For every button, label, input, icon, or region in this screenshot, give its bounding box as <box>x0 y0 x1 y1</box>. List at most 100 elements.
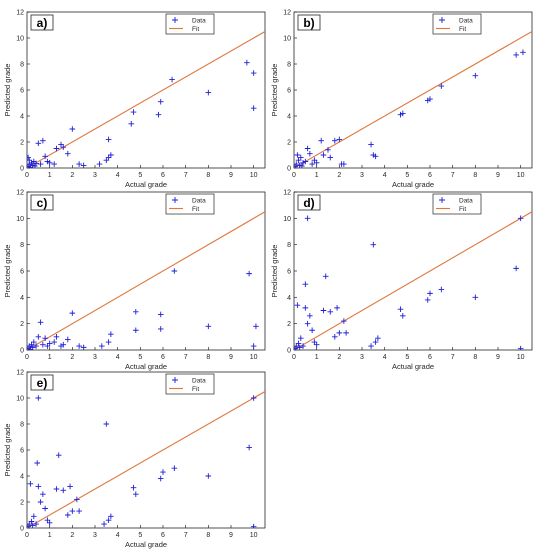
data-point <box>33 521 39 527</box>
data-point <box>304 145 311 152</box>
data-point <box>372 339 379 345</box>
x-tick-label: 3 <box>360 354 364 361</box>
data-point <box>35 483 42 490</box>
y-tick-label: 12 <box>283 10 291 17</box>
data-point <box>46 160 53 166</box>
data-point <box>438 286 445 293</box>
data-point <box>37 499 44 505</box>
legend-fit-label: Fit <box>459 206 466 213</box>
data-point <box>513 265 519 272</box>
data-point <box>53 334 60 340</box>
data-point <box>51 161 57 167</box>
data-point <box>343 330 349 336</box>
data-point <box>33 343 39 349</box>
y-tick-label: 8 <box>287 62 291 69</box>
data-point <box>29 522 36 528</box>
data-point <box>302 158 309 165</box>
data-point <box>294 302 301 309</box>
data-point <box>302 281 309 287</box>
data-point <box>304 320 311 327</box>
x-tick-label: 6 <box>428 172 432 179</box>
fit-line <box>27 31 265 168</box>
plot-frame <box>293 191 533 351</box>
data-point <box>27 523 31 528</box>
data-point <box>375 335 381 341</box>
legend-box <box>165 193 215 215</box>
data-point <box>37 319 44 326</box>
data-point <box>42 335 48 341</box>
data-point <box>51 339 57 345</box>
data-point <box>368 141 374 148</box>
x-tick-label: 7 <box>184 532 188 539</box>
y-tick-label: 0 <box>20 348 24 355</box>
y-tick-label: 0 <box>287 348 291 355</box>
legend-box <box>432 13 482 35</box>
legend-data-label: Data <box>192 198 206 205</box>
x-tick-label: 4 <box>383 354 387 361</box>
y-tick-label: 2 <box>287 321 291 328</box>
y-tick-label: 12 <box>283 190 291 197</box>
data-point <box>334 305 340 311</box>
data-point <box>244 59 250 66</box>
legend-fit-label: Fit <box>192 386 199 393</box>
data-point <box>105 136 112 143</box>
data-point <box>318 137 324 144</box>
data-point <box>517 345 524 350</box>
x-tick-label: 4 <box>116 354 120 361</box>
data-point <box>31 339 37 345</box>
x-tick-label: 3 <box>93 172 97 179</box>
data-point <box>517 215 524 222</box>
y-axis-label: Predicted grade <box>270 64 279 117</box>
data-point <box>105 517 112 523</box>
x-tick-label: 7 <box>184 172 188 179</box>
data-point <box>69 126 76 132</box>
x-tick-label: 4 <box>116 172 120 179</box>
data-point <box>80 344 87 350</box>
y-tick-label: 0 <box>20 526 24 533</box>
data-point <box>250 343 257 349</box>
x-tick-label: 5 <box>138 532 142 539</box>
data-point <box>205 473 212 479</box>
data-point <box>128 121 135 127</box>
x-tick-label: 8 <box>473 354 477 361</box>
x-tick-label: 2 <box>337 172 341 179</box>
data-point <box>372 153 379 160</box>
y-axis-label: Predicted grade <box>3 245 12 298</box>
x-tick-label: 0 <box>292 354 296 361</box>
data-point <box>46 520 53 526</box>
x-tick-label: 7 <box>184 354 188 361</box>
data-point <box>520 49 526 56</box>
legend-data-label: Data <box>459 198 473 205</box>
data-point <box>96 161 103 167</box>
plot-area <box>27 31 265 168</box>
data-point <box>80 162 87 168</box>
y-tick-label: 6 <box>287 269 291 276</box>
x-tick-label: 5 <box>138 172 142 179</box>
panel-label: c) <box>37 196 48 210</box>
y-tick-label: 6 <box>20 448 24 455</box>
data-point <box>427 290 433 297</box>
x-tick-label: 9 <box>229 532 233 539</box>
y-tick-label: 2 <box>20 321 24 328</box>
x-tick-label: 3 <box>93 354 97 361</box>
x-tick-label: 10 <box>517 354 525 361</box>
data-point <box>250 395 257 401</box>
panel-label-box <box>297 194 321 211</box>
data-point <box>160 469 166 475</box>
data-point <box>472 294 479 301</box>
data-point <box>370 241 377 248</box>
data-point <box>65 150 71 157</box>
data-point <box>250 523 257 528</box>
data-point <box>513 52 519 58</box>
x-tick-label: 7 <box>451 172 455 179</box>
x-tick-label: 3 <box>93 532 97 539</box>
x-tick-label: 1 <box>48 172 52 179</box>
x-tick-label: 3 <box>360 172 364 179</box>
data-point <box>27 154 31 161</box>
data-point <box>55 452 62 458</box>
data-point <box>336 330 343 336</box>
panel-label: d) <box>303 196 314 210</box>
data-point <box>35 395 42 401</box>
